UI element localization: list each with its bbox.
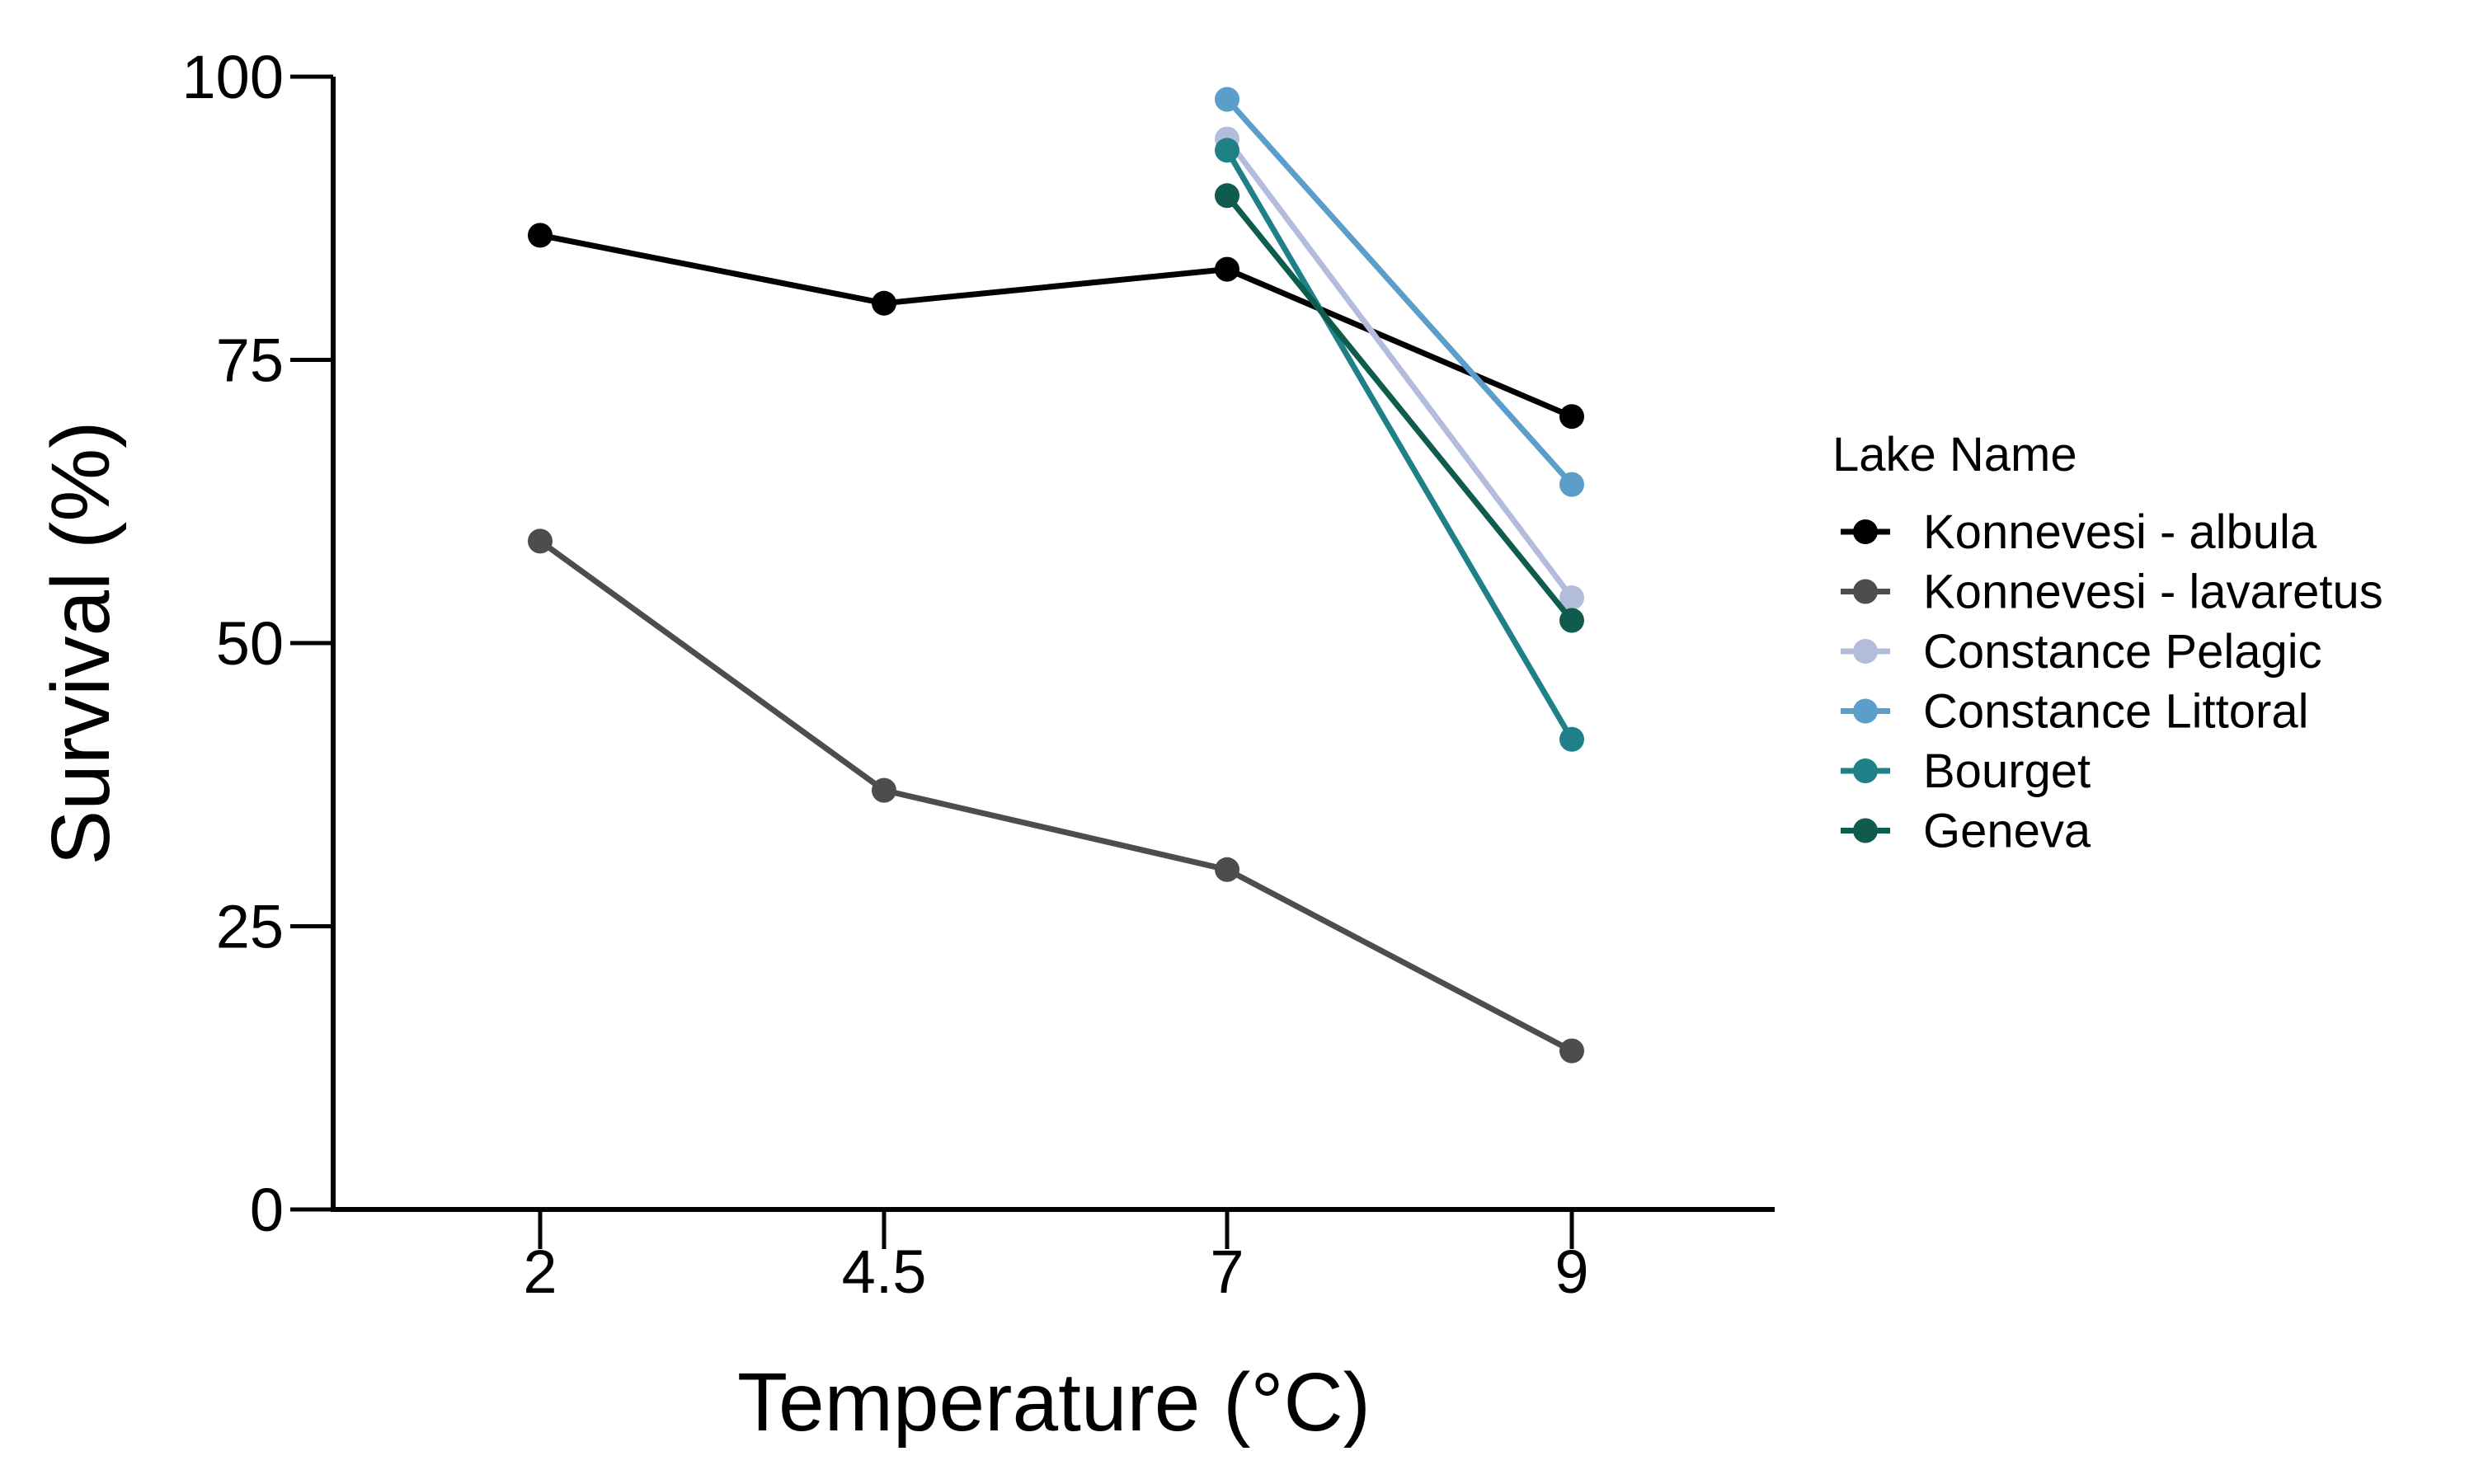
series-layer	[528, 87, 1584, 1064]
data-point	[1559, 585, 1584, 611]
legend-key-point	[1853, 818, 1878, 843]
series-line	[1224, 148, 1575, 741]
legend-item: Bourget	[1841, 744, 2091, 798]
series-line	[1225, 137, 1574, 600]
x-axis-ticks: 2 4.5 7 9	[523, 1209, 1589, 1306]
y-tick-label: 50	[216, 609, 284, 678]
y-tick-label: 100	[182, 43, 284, 111]
data-point	[1215, 857, 1239, 882]
x-axis-title: Temperature (°C)	[737, 1356, 1371, 1449]
series-line	[1225, 97, 1574, 486]
y-tick-label: 0	[250, 1176, 284, 1244]
legend-item: Konnevesi - lavaretus	[1841, 566, 2383, 619]
series-line	[539, 232, 1573, 420]
legend-title: Lake Name	[1832, 428, 2077, 481]
data-point	[1559, 1038, 1584, 1064]
legend-label: Constance Pelagic	[1923, 625, 2322, 679]
y-axis-ticks: 0 25 50 75 100	[182, 43, 333, 1244]
x-tick-label: 4.5	[842, 1237, 927, 1306]
legend-key-point	[1853, 639, 1878, 664]
data-point	[872, 290, 896, 316]
y-axis-title: Survival (%)	[35, 421, 127, 866]
legend-item: Geneva	[1841, 805, 2091, 858]
legend-label: Constance Littoral	[1923, 685, 2308, 739]
y-tick-label: 25	[216, 893, 284, 961]
data-point	[528, 528, 553, 554]
legend-label: Bourget	[1923, 744, 2091, 798]
series-line	[1225, 194, 1574, 622]
legend-key-point	[1853, 579, 1878, 604]
x-tick-label: 7	[1210, 1237, 1244, 1306]
legend-label: Geneva	[1923, 805, 2091, 858]
series-constance-pelagic	[1215, 126, 1584, 611]
legend-item: Constance Littoral	[1841, 685, 2308, 739]
data-point	[872, 777, 896, 803]
y-tick-label: 75	[216, 326, 284, 395]
series-geneva	[1215, 183, 1584, 633]
series-konnevesi-lavaretus	[528, 528, 1584, 1064]
data-point	[1215, 183, 1239, 209]
series-bourget	[1215, 138, 1584, 752]
data-point	[1559, 404, 1584, 430]
legend-items: Konnevesi - albula Konnevesi - lavaretus C…	[1841, 505, 2383, 858]
x-tick-label: 2	[523, 1237, 557, 1306]
data-point	[1559, 608, 1584, 633]
legend-key-point	[1853, 698, 1878, 724]
data-point	[1559, 726, 1584, 752]
data-point	[1215, 138, 1239, 163]
data-point	[1559, 472, 1584, 497]
legend-item: Constance Pelagic	[1841, 625, 2322, 679]
legend-key-point	[1853, 519, 1878, 544]
legend-key-point	[1853, 758, 1878, 783]
series-line	[538, 538, 1573, 1054]
legend-label: Konnevesi - lavaretus	[1923, 566, 2383, 619]
x-tick-label: 9	[1554, 1237, 1588, 1306]
series-constance-littoral	[1215, 87, 1584, 497]
series-konnevesi-albula	[528, 223, 1584, 430]
legend-label: Konnevesi - albula	[1923, 505, 2317, 559]
data-point	[528, 223, 553, 248]
legend-item: Konnevesi - albula	[1841, 505, 2317, 559]
data-point	[1215, 256, 1239, 282]
data-point	[1215, 87, 1239, 112]
